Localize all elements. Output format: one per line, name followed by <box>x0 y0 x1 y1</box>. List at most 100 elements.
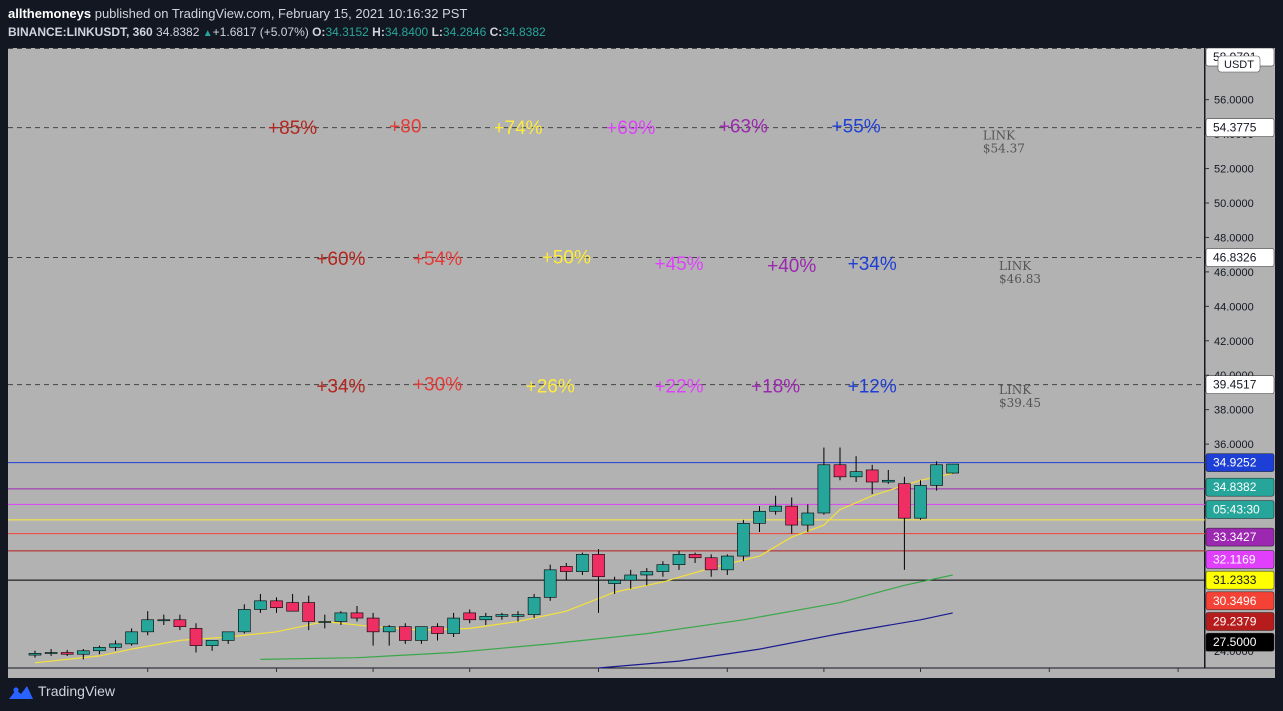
tradingview-logo-icon[interactable] <box>8 682 34 702</box>
candle-body[interactable] <box>382 626 396 633</box>
candle-body[interactable] <box>350 612 364 619</box>
candle-body[interactable] <box>463 612 477 621</box>
candle-body[interactable] <box>173 619 187 627</box>
candle-body[interactable] <box>189 628 203 646</box>
percent-annotation: +40% <box>767 256 816 277</box>
price-label-text: 39.4517 <box>1213 378 1257 392</box>
currency-badge[interactable] <box>1217 55 1261 73</box>
candle-body[interactable] <box>318 621 332 623</box>
candle-body[interactable] <box>656 564 670 572</box>
price-label-text: 30.3496 <box>1213 594 1257 608</box>
candle-body[interactable] <box>914 485 927 519</box>
candle-body[interactable] <box>817 464 831 514</box>
price-label-box <box>1205 591 1275 611</box>
candle-body[interactable] <box>688 554 702 559</box>
candle-body[interactable] <box>109 643 122 648</box>
close-value: 34.8382 <box>502 25 546 39</box>
candle-body[interactable] <box>559 566 573 572</box>
high-value: 34.8400 <box>384 25 429 39</box>
y-tick-label: 46.0000 <box>1214 267 1254 279</box>
price-label-text: 05:43:30 <box>1213 503 1260 517</box>
candle-body[interactable] <box>737 523 750 557</box>
tradingview-brand[interactable]: TradingView <box>38 683 116 699</box>
candle-body[interactable] <box>704 557 718 571</box>
candle-body[interactable] <box>334 612 348 622</box>
percent-annotation: +26% <box>526 376 575 397</box>
price-chart[interactable]: 24.000036.000038.000040.000042.000044.00… <box>0 46 1283 678</box>
candle-body[interactable] <box>431 626 444 634</box>
candle-body[interactable] <box>366 617 380 633</box>
candle-body[interactable] <box>125 631 138 645</box>
percent-annotation: +34% <box>316 376 365 397</box>
candle-body[interactable] <box>495 614 509 617</box>
candle-body[interactable] <box>672 554 686 565</box>
price-label-text: 46.8326 <box>1213 251 1257 265</box>
candle-body[interactable] <box>254 600 267 610</box>
price-label-text: 31.2333 <box>1213 573 1257 587</box>
price-label-text: 34.8382 <box>1213 480 1257 494</box>
candle-body[interactable] <box>479 616 493 621</box>
candle-body[interactable] <box>833 464 847 478</box>
candle-body[interactable] <box>576 554 589 572</box>
candle-body[interactable] <box>930 464 943 486</box>
candle-body[interactable] <box>28 653 42 656</box>
candle-body[interactable] <box>398 626 412 641</box>
x-tick-label: 17 <box>1043 676 1057 678</box>
candle-body[interactable] <box>640 571 654 576</box>
candle-body[interactable] <box>592 554 605 578</box>
price-label-box <box>1205 118 1275 137</box>
candle-body[interactable] <box>511 614 525 617</box>
candle-body[interactable] <box>946 463 960 474</box>
candle-body[interactable] <box>270 600 283 609</box>
percent-annotation: +63% <box>719 116 768 137</box>
candle-body[interactable] <box>527 597 541 615</box>
symbol-label[interactable]: BINANCE:LINKUSDT, 360 <box>8 25 153 39</box>
candle-body[interactable] <box>302 602 316 622</box>
candle-body[interactable] <box>608 579 621 584</box>
candle-body[interactable] <box>44 652 58 654</box>
currency-badge-label: USDT <box>1224 59 1254 71</box>
candle-body[interactable] <box>624 574 638 581</box>
candle-body[interactable] <box>205 640 219 646</box>
candle-body[interactable] <box>221 631 235 641</box>
candle-body[interactable] <box>865 469 879 483</box>
candle-body[interactable] <box>898 483 911 519</box>
x-tick-label: 12 <box>721 676 735 678</box>
link-label-name: LINK <box>983 128 1016 142</box>
percent-annotation: +60% <box>316 249 365 270</box>
y-tick-label: 52.0000 <box>1214 164 1254 176</box>
y-tick-label: 50.0000 <box>1214 198 1254 210</box>
price-label-box <box>1205 500 1275 519</box>
candle-body[interactable] <box>60 652 74 655</box>
author-name[interactable]: allthemoneys <box>8 6 92 21</box>
percent-annotation: +69% <box>606 118 655 139</box>
candle-body[interactable] <box>141 619 154 633</box>
candle-body[interactable] <box>720 555 734 571</box>
percent-annotation: +74% <box>493 118 542 139</box>
candle-body[interactable] <box>93 647 106 652</box>
candle-body[interactable] <box>415 626 428 641</box>
x-tick-label: 8 <box>466 676 473 678</box>
candle-body[interactable] <box>769 505 782 512</box>
candle-body[interactable] <box>753 510 766 524</box>
published-text: published on TradingView.com, February 1… <box>94 6 468 21</box>
candle-body[interactable] <box>447 617 460 634</box>
candle-body[interactable] <box>157 619 171 622</box>
candle-body[interactable] <box>77 650 90 655</box>
candle-body[interactable] <box>881 479 895 483</box>
candle-body[interactable] <box>286 602 299 612</box>
price-label-box <box>1205 612 1275 631</box>
percent-annotation: +80 <box>389 116 421 137</box>
link-label-price: $39.45 <box>999 396 1041 410</box>
time-axis[interactable] <box>8 668 1275 678</box>
price-change: +1.6817 (+5.07%) <box>212 25 309 39</box>
publish-line: allthemoneys published on TradingView.co… <box>8 6 467 21</box>
chart-header: allthemoneys published on TradingView.co… <box>0 0 1283 46</box>
candle-body[interactable] <box>238 609 251 633</box>
price-label-box <box>1205 570 1275 590</box>
candle-body[interactable] <box>849 471 863 478</box>
candle-body[interactable] <box>785 505 799 526</box>
candle-body[interactable] <box>543 569 557 598</box>
plot-area[interactable] <box>8 48 1204 668</box>
candle-body[interactable] <box>801 512 815 526</box>
